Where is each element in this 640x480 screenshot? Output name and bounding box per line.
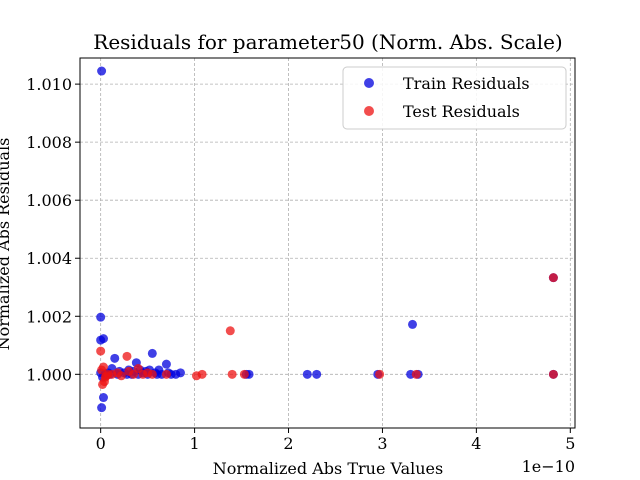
plot-frame: [79, 57, 576, 429]
y-tick-label: 1.008: [26, 133, 72, 152]
legend-label-test: Test Residuals: [403, 102, 520, 121]
y-tick-label: 1.000: [26, 365, 72, 384]
x-tick-label: 4: [471, 434, 481, 453]
y-tick-label: 1.002: [26, 307, 72, 326]
y-axis-label: Normalized Abs Residuals: [0, 138, 13, 351]
test-point: [548, 273, 558, 283]
train-point: [97, 403, 107, 413]
test-point: [225, 326, 235, 336]
train-point: [408, 319, 418, 329]
test-point: [411, 369, 421, 379]
train-point: [312, 369, 322, 379]
train-point: [98, 393, 108, 403]
x-tick-label: 0: [96, 434, 106, 453]
test-point: [116, 371, 126, 381]
x-tick-label: 1: [189, 434, 199, 453]
test-point: [147, 369, 157, 379]
legend-marker-train: [364, 78, 374, 88]
test-point: [548, 369, 558, 379]
train-point: [176, 368, 186, 378]
y-tick-label: 1.010: [26, 75, 72, 94]
test-series: [96, 273, 558, 389]
legend: Train Residuals Test Residuals: [342, 66, 567, 130]
train-point: [96, 312, 106, 322]
x-axis-offset-label: 1e−10: [522, 457, 575, 476]
legend-marker-test: [364, 106, 374, 116]
x-tick-label: 5: [565, 434, 575, 453]
x-axis-label: Normalized Abs True Values: [213, 459, 443, 478]
x-tick-label: 3: [377, 434, 387, 453]
test-point: [239, 369, 249, 379]
train-point: [110, 353, 120, 363]
test-point: [197, 369, 207, 379]
chart-title: Residuals for parameter50 (Norm. Abs. Sc…: [93, 30, 562, 54]
test-point: [96, 346, 106, 356]
train-point: [161, 359, 171, 369]
train-point: [98, 334, 108, 344]
data-points: [96, 66, 558, 413]
test-point: [227, 369, 237, 379]
y-tick-label: 1.004: [26, 249, 72, 268]
y-tick-label: 1.006: [26, 191, 72, 210]
test-point: [122, 351, 132, 361]
test-point: [375, 369, 385, 379]
test-point: [98, 362, 108, 372]
train-point: [302, 369, 312, 379]
legend-label-train: Train Residuals: [403, 74, 530, 93]
test-point: [161, 369, 171, 379]
legend-box: [342, 66, 567, 130]
train-point: [97, 66, 107, 76]
train-point: [147, 348, 157, 358]
x-tick-label: 2: [283, 434, 293, 453]
axis-ticks: 0 1 2 3 4 5 1.000 1.002 1.004 1.006 1.008 1.010: [26, 75, 575, 453]
